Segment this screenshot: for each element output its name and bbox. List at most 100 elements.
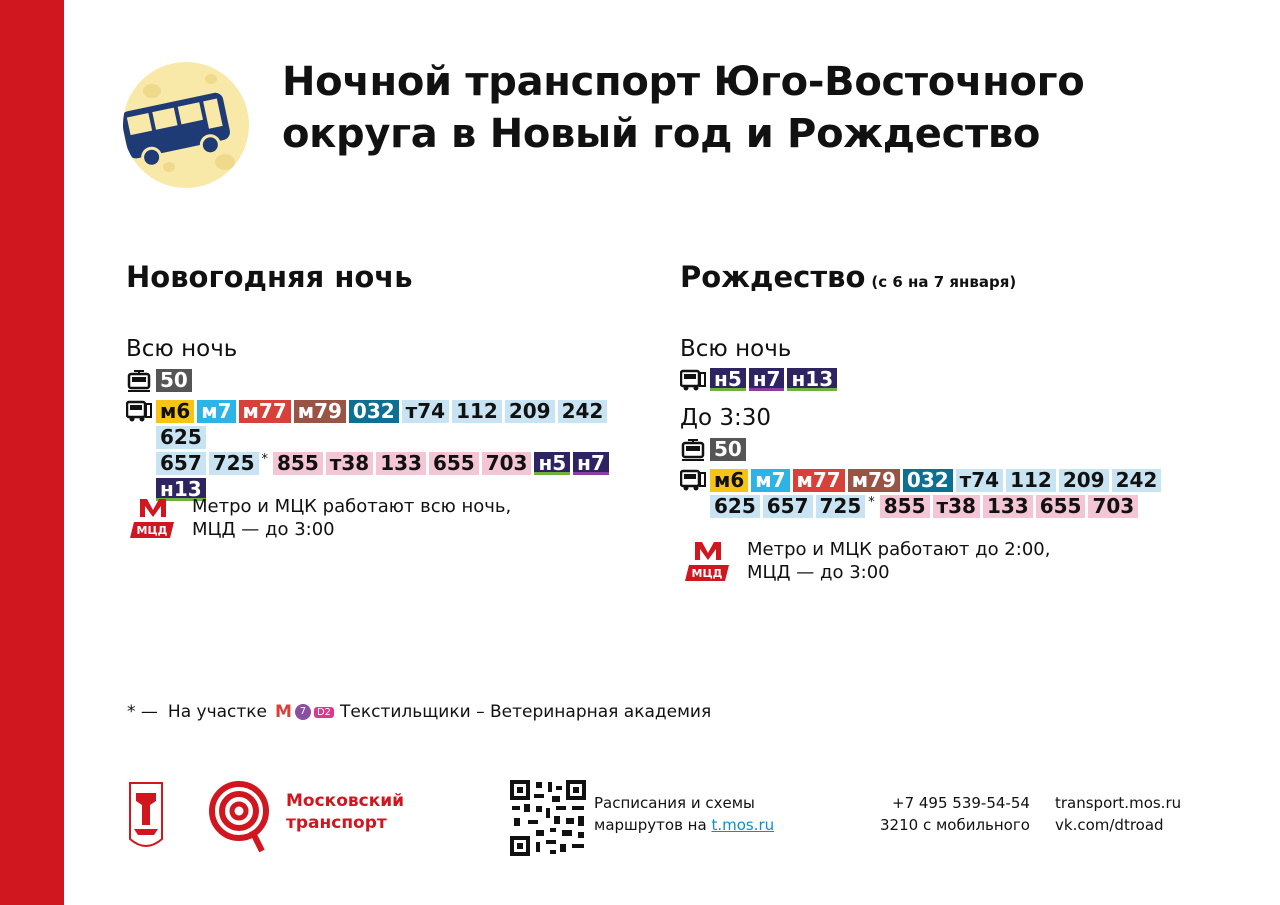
route-chip-657: 657 [762, 495, 813, 518]
right-bus-row: м6 м7 м77 м79 032 т74 112 209 242 625 657 725 * 85… [680, 469, 1190, 518]
route-chip-н5: н5 [534, 452, 571, 475]
metro-m-icon: М [275, 702, 292, 722]
new-year-heading: Новогодняя ночь [126, 260, 413, 294]
right-until-label: До 3:30 [680, 405, 772, 431]
footnote: * — На участке М 7 D2 Текстильщики – Вет… [127, 702, 711, 722]
right-bus-line-2a: 625 657 725 [710, 495, 866, 518]
svg-text:МЦД: МЦД [137, 524, 168, 537]
moscow-coat-of-arms-icon [129, 782, 163, 847]
tram-icon [127, 369, 151, 392]
line-7-badge: 7 [294, 704, 311, 720]
route-chip-133: 133 [376, 452, 426, 475]
footnote-mark: * — [127, 702, 158, 722]
right-metro-line-1: Метро и МЦК работают до 2:00, [747, 539, 1051, 560]
svg-text:МЦД: МЦД [692, 567, 723, 580]
route-chip-м79: м79 [847, 469, 900, 492]
route-chip-725: 725 [208, 452, 259, 475]
route-chip-855: 855 [273, 452, 323, 475]
metro-logo-icon: МЦД [130, 499, 174, 538]
tmos-link[interactable]: t.mos.ru [711, 816, 775, 834]
bus-moon-icon [123, 62, 249, 188]
right-all-night-label: Всю ночь [680, 336, 792, 362]
route-chip-032: 032 [902, 469, 953, 492]
route-chip-м7: м7 [751, 469, 790, 492]
route-chip-т74: т74 [401, 400, 450, 423]
route-chip-н13: н13 [156, 478, 206, 501]
right-bus-routes: м6 м7 м77 м79 032 т74 112 209 242 625 657 725 * 85… [710, 469, 1190, 518]
route-chip-725: 725 [815, 495, 866, 518]
right-metro-note: МЦД Метро и МЦК работают до 2:00, МЦД — … [683, 538, 1050, 584]
phone-number[interactable]: +7 495 539-54-54 [892, 794, 1030, 812]
route-chip-т38: т38 [325, 452, 374, 475]
bus-icon [680, 369, 706, 390]
footnote-star: * [868, 495, 875, 510]
route-chip-657: 657 [156, 452, 206, 475]
christmas-heading: Рождество (с 6 на 7 января) [680, 260, 1016, 294]
route-chip-н13: н13 [787, 368, 838, 391]
bus-icon [126, 400, 152, 422]
christmas-heading-text: Рождество [680, 260, 866, 294]
brand-name: Московский транспорт [286, 790, 404, 834]
schedule-info: Расписания и схемы маршрутов на t.mos.ru [594, 792, 774, 836]
web-links: transport.mos.ru vk.com/dtroad [1055, 792, 1181, 836]
brand-line-2: транспорт [286, 813, 387, 833]
route-chip-50: 50 [710, 438, 746, 461]
left-tram-row: 50 [126, 369, 636, 392]
left-metro-line-1: Метро и МЦК работают всю ночь, [192, 496, 512, 517]
route-chip-н5: н5 [710, 368, 746, 391]
right-bus-line-1: м6 м7 м77 м79 032 т74 112 209 242 [710, 469, 1190, 492]
route-chip-209: 209 [1058, 469, 1109, 492]
site-link[interactable]: transport.mos.ru [1055, 794, 1182, 812]
left-bus-line-1: м6 м7 м77 м79 032 т74 112 209 242 625 [156, 400, 636, 449]
left-bus-line-3: н13 [156, 478, 636, 501]
footnote-text: Текстильщики – Ветеринарная академия [340, 702, 712, 722]
route-chip-242: 242 [557, 400, 608, 423]
phone-info: +7 495 539-54-54 3210 с мобильного [868, 792, 1030, 836]
left-bus-line-2b: 855 т38 133 655 703 н5 н7 [273, 452, 609, 475]
right-bus-line-2: 625 657 725 * 855 т38 133 655 703 [710, 495, 1190, 518]
schedule-line-1: Расписания и схемы [594, 794, 755, 812]
route-chip-м7: м7 [197, 400, 236, 423]
left-bus-routes: м6 м7 м77 м79 032 т74 112 209 242 625 657 725 * 85… [156, 400, 636, 501]
left-metro-line-2: МЦД — до 3:00 [192, 519, 335, 540]
route-chip-50: 50 [156, 369, 192, 392]
short-number: 3210 с мобильного [880, 816, 1030, 834]
route-chip-т74: т74 [955, 469, 1004, 492]
right-metro-line-2: МЦД — до 3:00 [747, 562, 890, 583]
bus-icon [680, 469, 706, 491]
left-metro-note: МЦД Метро и МЦК работают всю ночь, МЦД —… [128, 495, 511, 541]
route-chip-н7: н7 [748, 368, 785, 391]
route-chip-655: 655 [428, 452, 479, 475]
vk-link[interactable]: vk.com/dtroad [1055, 816, 1164, 834]
brand-line-1: Московский [286, 791, 405, 811]
title-line-1: Ночной транспорт Юго-Восточного [282, 59, 1085, 105]
line-d2-badge: D2 [313, 706, 334, 718]
page-title: Ночной транспорт Юго-Восточного округа в… [282, 56, 1085, 160]
left-all-night-label: Всю ночь [126, 336, 238, 362]
left-bus-line-2: 657 725 * 855 т38 133 655 703 н5 н7 [156, 452, 636, 475]
route-chip-209: 209 [504, 400, 555, 423]
left-bus-line-2a: 657 725 [156, 452, 259, 475]
route-chip-м77: м77 [238, 400, 291, 423]
route-chip-м77: м77 [792, 469, 845, 492]
christmas-heading-sub: (с 6 на 7 января) [871, 273, 1017, 291]
route-chip-112: 112 [452, 400, 502, 423]
right-tram-row: 50 [680, 438, 1190, 461]
red-side-bar [0, 0, 64, 905]
right-night-bus-row: н5 н7 н13 [680, 368, 1190, 391]
route-chip-133: 133 [982, 495, 1033, 518]
right-tram-routes: 50 [710, 438, 1190, 461]
new-year-heading-text: Новогодняя ночь [126, 260, 413, 294]
route-chip-т38: т38 [932, 495, 980, 518]
route-chip-655: 655 [1035, 495, 1086, 518]
route-chip-703: 703 [481, 452, 532, 475]
qr-code-icon[interactable] [510, 780, 586, 856]
tram-icon [681, 438, 705, 461]
title-line-2: округа в Новый год и Рождество [282, 111, 1041, 157]
route-chip-032: 032 [348, 400, 399, 423]
metro-logo-icon: МЦД [685, 542, 729, 581]
schedule-line-2: маршрутов на [594, 816, 707, 834]
route-chip-242: 242 [1111, 469, 1162, 492]
route-chip-703: 703 [1088, 495, 1139, 518]
route-chip-н7: н7 [573, 452, 609, 475]
